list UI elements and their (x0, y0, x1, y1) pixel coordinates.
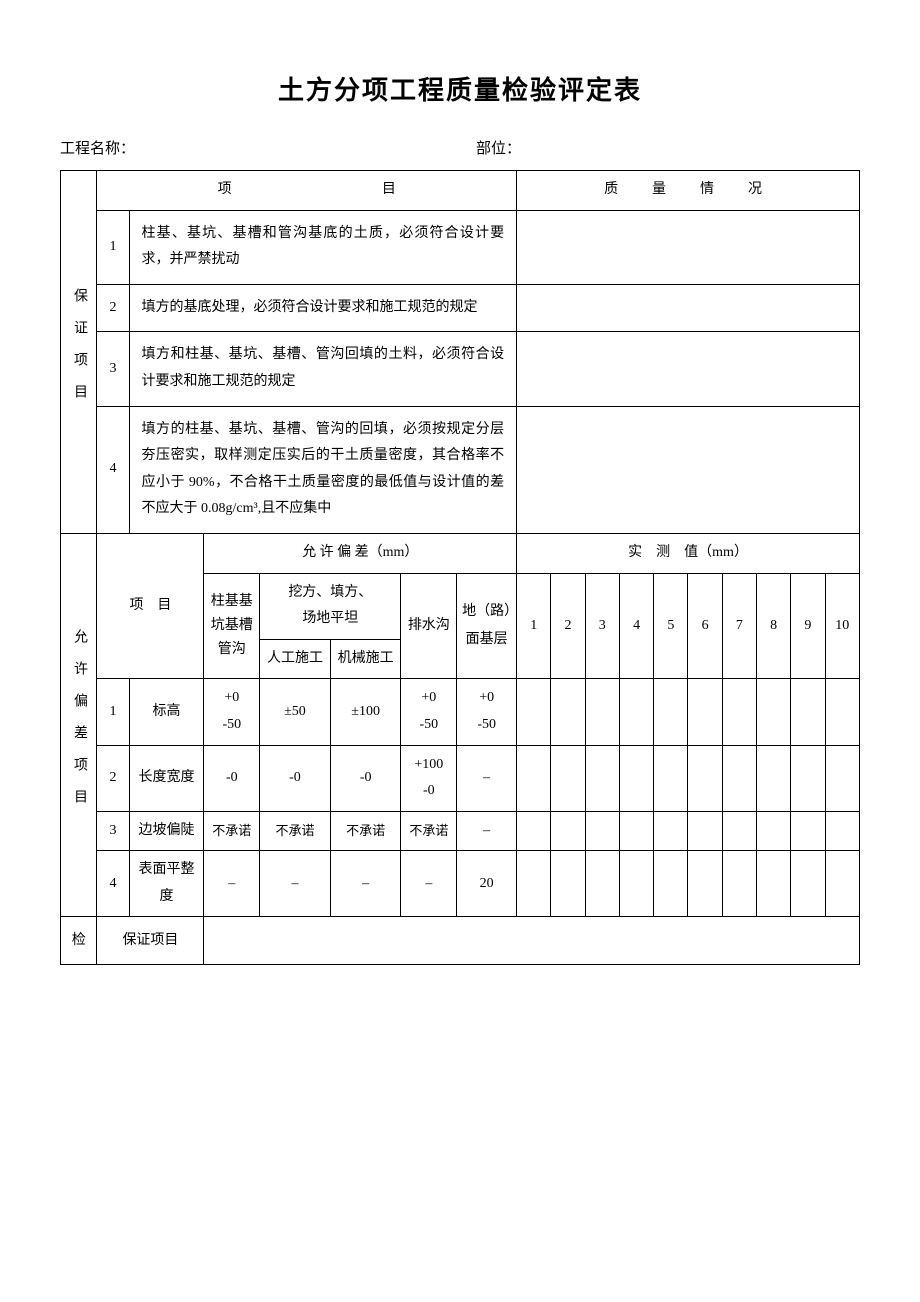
num-col: 4 (619, 573, 653, 679)
quality-cell (517, 284, 860, 332)
num-col: 1 (517, 573, 551, 679)
val: ±100 (330, 679, 401, 745)
row-num: 3 (97, 811, 129, 851)
row-num: 2 (97, 284, 129, 332)
val: +0 -50 (457, 679, 517, 745)
row-text: 填方的基底处理，必须符合设计要求和施工规范的规定 (129, 284, 517, 332)
row-num: 1 (97, 679, 129, 745)
item-header: 项目 (97, 171, 517, 211)
row-num: 1 (97, 210, 129, 284)
val: -0 (260, 745, 331, 811)
num-col: 5 (654, 573, 688, 679)
deviation-row: 3 边坡偏陡 不承诺 不承诺 不承诺 不承诺 – (61, 811, 860, 851)
num-col: 10 (825, 573, 859, 679)
num-col: 7 (722, 573, 756, 679)
row-name: 边坡偏陡 (129, 811, 204, 851)
row-num: 4 (97, 851, 129, 917)
num-col: 8 (757, 573, 791, 679)
num-col: 3 (585, 573, 619, 679)
val: – (457, 811, 517, 851)
guarantee-row: 2 填方的基底处理，必须符合设计要求和施工规范的规定 (61, 284, 860, 332)
val: -0 (330, 745, 401, 811)
val: -0 (204, 745, 260, 811)
row-text: 填方和柱基、基坑、基槽、管沟回填的土料，必须符合设计要求和施工规范的规定 (129, 332, 517, 406)
val: 不承诺 (260, 811, 331, 851)
guarantee-row: 4 填方的柱基、基坑、基槽、管沟的回填，必须按规定分层夯压密实，取样测定压实后的… (61, 406, 860, 533)
val: 20 (457, 851, 517, 917)
row-text: 填方的柱基、基坑、基槽、管沟的回填，必须按规定分层夯压密实，取样测定压实后的干土… (129, 406, 517, 533)
position-label: 部位： (476, 137, 860, 158)
quality-header: 质 量 情 况 (517, 171, 860, 211)
col-dilumian: 地（路）面基层 (457, 573, 517, 679)
quality-cell (517, 210, 860, 284)
col-paishui: 排水沟 (401, 573, 457, 679)
quality-cell (517, 332, 860, 406)
project-name-label: 工程名称： (60, 137, 476, 158)
row-num: 4 (97, 406, 129, 533)
val: 不承诺 (401, 811, 457, 851)
val: – (457, 745, 517, 811)
val: 不承诺 (204, 811, 260, 851)
num-col: 6 (688, 573, 722, 679)
deviation-side: 允许偏差项目 (61, 533, 97, 917)
row-num: 2 (97, 745, 129, 811)
deviation-row: 1 标高 +0 -50 ±50 ±100 +0 -50 +0 -50 (61, 679, 860, 745)
measure-header: 实 测 值（mm） (517, 533, 860, 573)
val: +100 -0 (401, 745, 457, 811)
check-cell (204, 917, 860, 965)
allow-header: 允 许 偏 差（mm） (204, 533, 517, 573)
guarantee-row: 3 填方和柱基、基坑、基槽、管沟回填的土料，必须符合设计要求和施工规范的规定 (61, 332, 860, 406)
page-title: 土方分项工程质量检验评定表 (60, 70, 860, 107)
val: – (330, 851, 401, 917)
col-wafang-top: 挖方、填方、 场地平坦 (260, 573, 401, 639)
guarantee-side: 保证项目 (61, 171, 97, 534)
val: +0 -50 (401, 679, 457, 745)
check-label: 保证项目 (97, 917, 204, 965)
col-jixie: 机械施工 (330, 639, 401, 679)
num-col: 2 (551, 573, 585, 679)
row-name: 长度宽度 (129, 745, 204, 811)
row-num: 3 (97, 332, 129, 406)
val: ±50 (260, 679, 331, 745)
deviation-row: 4 表面平整度 – – – – 20 (61, 851, 860, 917)
val: – (401, 851, 457, 917)
val: – (260, 851, 331, 917)
row-text: 柱基、基坑、基槽和管沟基底的土质，必须符合设计要求，并严禁扰动 (129, 210, 517, 284)
header-row: 工程名称： 部位： (60, 137, 860, 158)
val: +0 -50 (204, 679, 260, 745)
val: – (204, 851, 260, 917)
val: 不承诺 (330, 811, 401, 851)
guarantee-row: 1 柱基、基坑、基槽和管沟基底的土质，必须符合设计要求，并严禁扰动 (61, 210, 860, 284)
main-table: 保证项目 项目 质 量 情 况 1 柱基、基坑、基槽和管沟基底的土质，必须符合设… (60, 170, 860, 965)
deviation-row: 2 长度宽度 -0 -0 -0 +100 -0 – (61, 745, 860, 811)
row-name: 表面平整度 (129, 851, 204, 917)
col-rengong: 人工施工 (260, 639, 331, 679)
num-col: 9 (791, 573, 825, 679)
col-zhuji: 柱基基坑基槽管沟 (204, 573, 260, 679)
row-name: 标高 (129, 679, 204, 745)
item-label: 项 目 (97, 533, 204, 678)
check-side: 检 (61, 917, 97, 965)
quality-cell (517, 406, 860, 533)
